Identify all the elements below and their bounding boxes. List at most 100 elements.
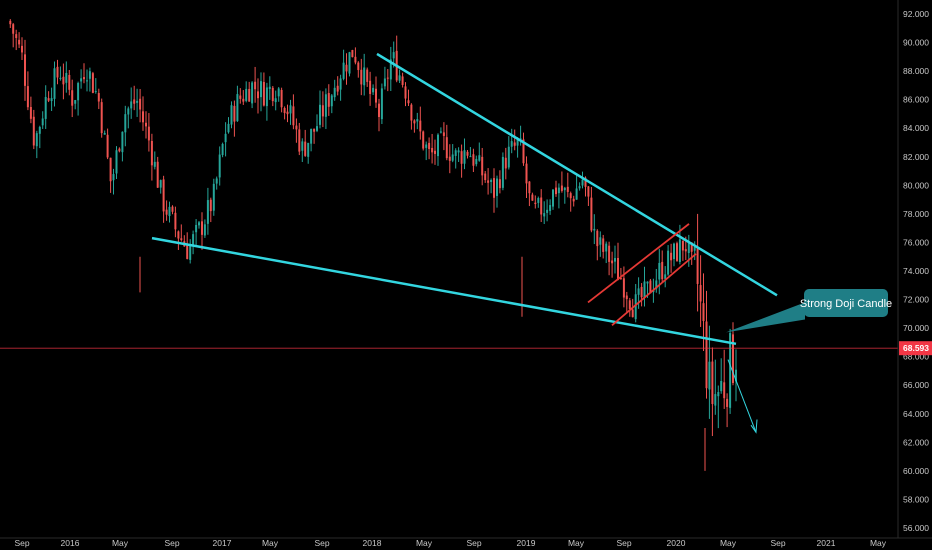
candle-body <box>109 157 112 182</box>
candle-body <box>563 187 566 191</box>
candle-body <box>667 250 670 275</box>
candle-body <box>47 98 50 101</box>
candle-body <box>153 161 156 167</box>
candle-body <box>68 74 71 90</box>
candle-body <box>386 77 389 79</box>
upper-trendline <box>376 52 778 297</box>
candle-body <box>24 54 26 86</box>
candle-body <box>165 209 168 215</box>
candle-body <box>434 150 436 154</box>
candle-body <box>584 177 587 187</box>
candle-body <box>41 118 44 126</box>
candle-body <box>649 280 652 294</box>
candle-body <box>625 295 628 300</box>
candle-body <box>602 238 605 252</box>
price-tick-label: 58.000 <box>903 494 929 504</box>
candle-body <box>608 245 611 262</box>
candle-body <box>578 186 581 189</box>
price-tick-label: 66.000 <box>903 380 929 390</box>
candle-body <box>622 278 625 298</box>
candle-body <box>186 245 189 259</box>
time-tick-label: Sep <box>466 538 481 548</box>
candle-body <box>658 262 661 280</box>
candle-body <box>230 105 233 125</box>
candle-body <box>723 382 726 399</box>
candle-body <box>416 119 419 122</box>
time-tick-label: May <box>568 538 585 548</box>
candle-body <box>159 180 162 188</box>
candle-body <box>195 224 198 233</box>
candle-body <box>392 52 395 59</box>
drawings-group <box>0 52 898 434</box>
candle-body <box>593 228 596 231</box>
candle-body <box>262 81 265 106</box>
candles-group <box>9 19 737 471</box>
price-tick-label: 76.000 <box>903 237 929 247</box>
candle-body <box>569 193 572 199</box>
candle-body <box>286 111 289 115</box>
candle-body <box>510 141 513 147</box>
callout-pointer <box>726 302 805 333</box>
candle-body <box>218 154 221 178</box>
lower-trendline <box>151 236 737 346</box>
candle-body <box>605 243 608 252</box>
candle-body <box>484 173 487 181</box>
candle-body <box>472 154 475 166</box>
candle-body <box>215 178 218 184</box>
candle-body <box>404 86 407 99</box>
price-tick-label: 84.000 <box>903 123 929 133</box>
price-tick-label: 56.000 <box>903 523 929 533</box>
candle-body <box>732 334 734 383</box>
candle-body <box>699 285 702 302</box>
candle-body <box>50 98 53 102</box>
candle-body <box>53 68 56 99</box>
last-price-label: 68.593 <box>903 343 929 353</box>
candle-body <box>198 222 200 226</box>
candle-body <box>528 181 531 194</box>
candle-body <box>380 88 383 120</box>
candle-body <box>295 125 298 130</box>
candle-body <box>431 147 434 153</box>
candle-body <box>496 178 498 196</box>
candle-body <box>38 126 41 134</box>
price-tick-label: 82.000 <box>903 152 929 162</box>
time-tick-label: Sep <box>164 538 179 548</box>
candle-body <box>516 138 519 146</box>
candle-body <box>330 95 333 107</box>
candle-body <box>599 237 602 245</box>
time-tick-label: May <box>262 538 279 548</box>
candle-body <box>351 50 354 58</box>
candle-body <box>342 62 345 79</box>
candle-body <box>617 257 619 280</box>
candle-body <box>490 179 493 182</box>
candle-body <box>522 139 525 164</box>
candle-body <box>676 243 678 261</box>
time-tick-label: Sep <box>314 538 329 548</box>
candle-body <box>251 82 254 104</box>
candle-body <box>513 142 516 146</box>
candle-body <box>345 64 348 72</box>
candle-body <box>619 278 622 280</box>
candle-body <box>324 94 327 117</box>
candle-body <box>557 187 560 194</box>
price-tick-label: 86.000 <box>903 95 929 105</box>
candle-body <box>177 231 180 239</box>
candle-body <box>221 143 224 156</box>
time-tick-label: May <box>870 538 887 548</box>
candle-body <box>150 140 153 166</box>
candle-body <box>560 185 563 191</box>
candle-body <box>469 156 472 158</box>
candle-body <box>316 126 318 131</box>
candle-body <box>313 128 316 132</box>
candle-body <box>389 59 392 80</box>
candle-body <box>369 80 372 94</box>
candle-body <box>209 199 212 212</box>
candle-body <box>127 108 130 115</box>
price-tick-label: 60.000 <box>903 466 929 476</box>
candle-body <box>301 141 304 151</box>
candle-body <box>12 24 15 34</box>
candle-body <box>596 230 599 247</box>
candle-body <box>289 105 292 114</box>
candle-body <box>673 243 675 260</box>
price-tick-label: 92.000 <box>903 9 929 19</box>
